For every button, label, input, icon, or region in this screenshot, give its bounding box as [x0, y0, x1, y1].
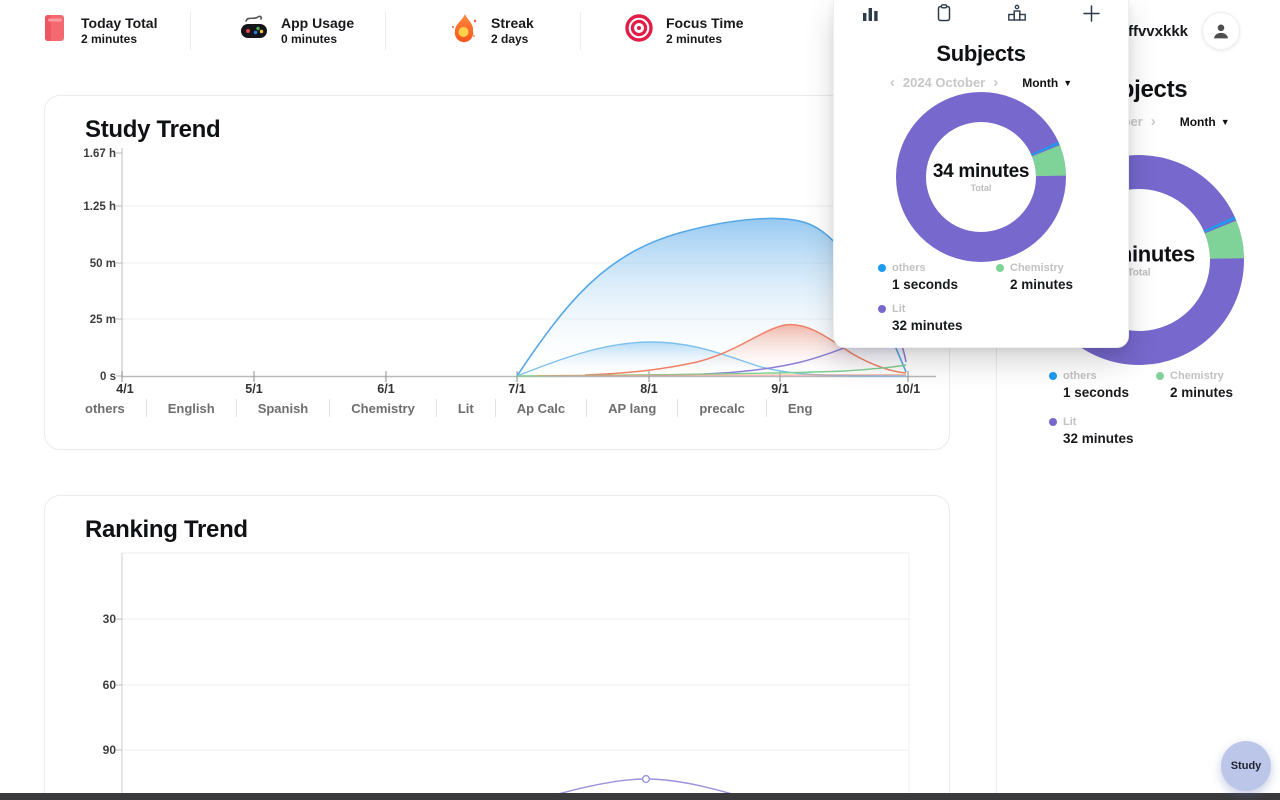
legend-item-precalc[interactable]: precalc	[699, 400, 745, 416]
svg-text:60: 60	[103, 678, 117, 692]
clipboard-icon[interactable]	[934, 2, 954, 27]
stat-label: Streak	[491, 14, 534, 31]
study-trend-card: Study Trend	[44, 95, 950, 450]
legend-item-english[interactable]: English	[167, 400, 215, 416]
ranking-trend-card: Ranking Trend 30 60 90	[44, 495, 950, 800]
svg-text:9/1: 9/1	[771, 382, 788, 396]
stat-value: 0 minutes	[281, 31, 338, 46]
legend-divider	[586, 399, 588, 417]
caret-down-icon: ▼	[1063, 77, 1073, 88]
range-dropdown[interactable]: Month ▼	[1179, 114, 1230, 129]
svg-text:0 s: 0 s	[100, 371, 116, 383]
chevron-right-icon[interactable]: ›	[1150, 113, 1156, 130]
study-fab-button[interactable]: Study	[1221, 741, 1271, 791]
username: ffvvxkkk	[1127, 22, 1188, 40]
avatar[interactable]	[1202, 12, 1240, 50]
study-legend-row: others English Spanish Chemistry Lit Ap …	[85, 396, 833, 420]
legend-item-spanish[interactable]: Spanish	[257, 400, 309, 416]
stat-value: 2 minutes	[81, 31, 138, 46]
legend-divider	[494, 399, 496, 417]
donut-total: 34 minutes Total	[932, 161, 1030, 193]
person-icon	[1214, 24, 1228, 39]
svg-text:30: 30	[103, 612, 117, 626]
subjects-popup: Subjects ‹ 2024 October › Month ▼ 34 min…	[833, 0, 1129, 348]
green-dot-icon	[1156, 372, 1164, 380]
stat-focus-time: Focus Time 2 minutes	[623, 12, 744, 49]
legend-item-others[interactable]: others	[85, 400, 125, 416]
donut-legend-others: others 1 seconds	[1049, 370, 1129, 400]
legend-divider	[677, 399, 679, 417]
subjects-popup-nav: ‹ 2024 October › Month ▼	[834, 75, 1128, 90]
donut-legend-lit: Lit 32 minutes	[878, 303, 963, 333]
period-label: 2024 October	[902, 75, 986, 90]
study-trend-title: Study Trend	[85, 116, 221, 143]
stat-label: Focus Time	[666, 14, 744, 31]
legend-divider	[329, 399, 331, 417]
blue-dot-icon	[878, 264, 886, 272]
legend-item-ap-calc[interactable]: Ap Calc	[516, 400, 566, 416]
stat-app-usage: App Usage 0 minutes	[238, 12, 354, 49]
purple-dot-icon	[1049, 418, 1057, 426]
subjects-donut-chart	[896, 92, 1066, 262]
book-icon	[40, 12, 70, 49]
range-dropdown[interactable]: Month ▼	[1022, 75, 1073, 90]
stat-streak: Streak 2 days	[448, 12, 534, 49]
chevron-right-icon[interactable]: ›	[993, 74, 999, 91]
stat-label: Today Total	[81, 14, 158, 31]
purple-dot-icon	[878, 305, 886, 313]
stat-value: 2 minutes	[666, 31, 723, 46]
svg-text:25 m: 25 m	[90, 314, 116, 326]
stat-label: App Usage	[281, 14, 355, 31]
svg-text:7/1: 7/1	[508, 382, 525, 396]
podium-icon[interactable]	[1006, 2, 1028, 27]
stat-today-total: Today Total 2 minutes	[40, 12, 157, 49]
svg-text:10/1: 10/1	[896, 382, 920, 396]
svg-text:50 m: 50 m	[90, 258, 116, 270]
legend-divider	[765, 399, 767, 417]
plus-icon[interactable]	[1081, 2, 1102, 27]
user-area: ffvvxkkk	[1128, 12, 1240, 50]
caret-down-icon: ▼	[1220, 116, 1230, 127]
green-dot-icon	[996, 264, 1004, 272]
topbar-divider	[580, 12, 581, 50]
svg-text:1.67 h: 1.67 h	[83, 148, 116, 160]
topbar-divider	[190, 12, 191, 50]
bar-chart-icon[interactable]	[860, 2, 881, 27]
stat-value: 2 days	[491, 31, 529, 46]
svg-text:90: 90	[103, 743, 117, 757]
ranking-trend-title: Ranking Trend	[85, 516, 248, 543]
topbar-divider	[385, 12, 386, 50]
svg-text:4/1: 4/1	[116, 382, 133, 396]
subjects-popup-title: Subjects	[936, 41, 1026, 66]
donut-legend-chemistry: Chemistry 2 minutes	[996, 262, 1073, 292]
legend-divider	[145, 399, 147, 417]
popup-nav-icons	[834, 0, 1128, 27]
target-icon	[623, 12, 655, 49]
comet-icon	[448, 12, 480, 49]
donut-legend-lit: Lit 32 minutes	[1049, 416, 1134, 446]
svg-text:5/1: 5/1	[245, 382, 262, 396]
legend-item-chemistry[interactable]: Chemistry	[351, 400, 415, 416]
taskbar-strip	[0, 793, 1280, 800]
legend-divider	[235, 399, 237, 417]
legend-item-ap-lang[interactable]: AP lang	[608, 400, 657, 416]
svg-text:6/1: 6/1	[377, 382, 394, 396]
donut-legend-chemistry: Chemistry 2 minutes	[1156, 370, 1233, 400]
donut-legend-others: others 1 seconds	[878, 262, 958, 292]
legend-item-eng[interactable]: Eng	[787, 400, 813, 416]
gamepad-icon	[238, 12, 270, 49]
legend-item-lit[interactable]: Lit	[457, 400, 474, 416]
svg-text:8/1: 8/1	[640, 382, 657, 396]
legend-divider	[435, 399, 437, 417]
chevron-left-icon[interactable]: ‹	[889, 74, 895, 91]
blue-dot-icon	[1049, 372, 1057, 380]
svg-text:1.25 h: 1.25 h	[83, 201, 116, 213]
